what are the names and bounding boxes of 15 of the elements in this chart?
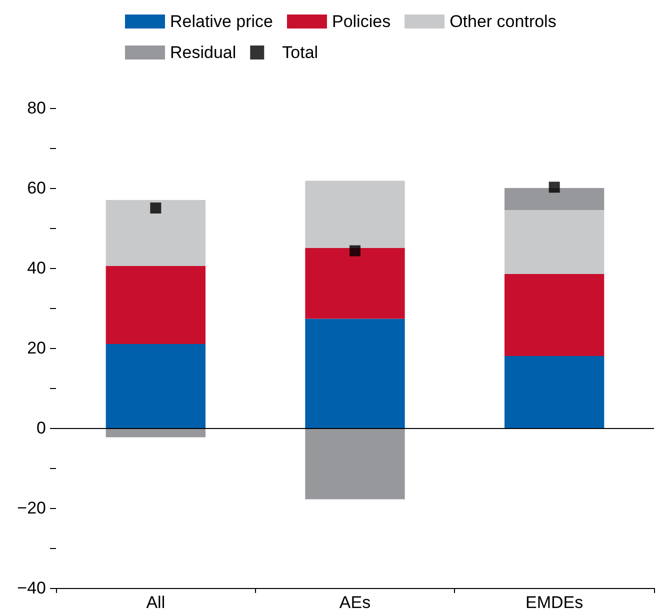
legend-label: Total (282, 43, 318, 62)
y-tick-label: −40 (17, 578, 46, 598)
legend-label: Other controls (450, 12, 556, 31)
x-tick-label: All (146, 593, 166, 612)
x-tick-label: AEs (339, 593, 371, 612)
y-tick-label: 60 (27, 178, 46, 198)
y-tick-label: 80 (27, 98, 46, 118)
y-tick-label: 20 (27, 338, 46, 358)
y-tick-label: 40 (27, 258, 46, 278)
y-tick-label: −20 (17, 498, 46, 518)
y-tick-label: 0 (36, 418, 46, 438)
x-tick-label: EMDEs (526, 593, 584, 612)
legend-label: Relative price (170, 12, 273, 31)
legend-label: Policies (332, 12, 391, 31)
legend-label: Residual (170, 43, 236, 62)
